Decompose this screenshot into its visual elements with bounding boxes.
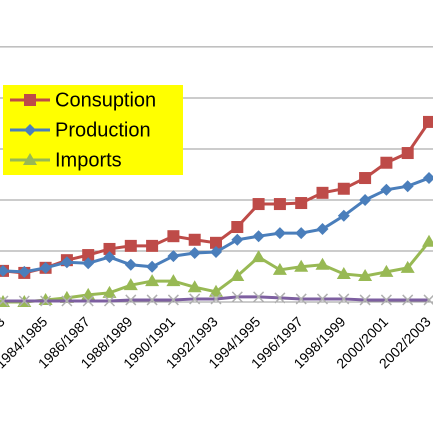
marker [337, 182, 350, 195]
marker [188, 247, 201, 260]
marker [24, 124, 36, 136]
marker [272, 262, 287, 275]
marker [40, 295, 52, 307]
marker [189, 293, 201, 305]
marker [316, 293, 329, 305]
marker [82, 295, 94, 307]
marker [210, 246, 222, 259]
marker [124, 239, 137, 252]
marker [125, 294, 137, 306]
marker [295, 293, 307, 305]
marker [251, 250, 266, 263]
marker [423, 115, 433, 128]
marker [401, 147, 414, 160]
marker [167, 294, 179, 306]
marker [423, 172, 433, 185]
marker [380, 156, 393, 169]
marker [210, 293, 222, 305]
marker [102, 285, 117, 298]
legend-label: Production [55, 119, 151, 141]
marker [166, 274, 181, 287]
marker [295, 227, 308, 240]
marker [295, 197, 308, 210]
marker [82, 249, 95, 262]
marker [358, 268, 373, 281]
marker [82, 257, 95, 270]
marker [60, 256, 73, 269]
marker [274, 292, 286, 304]
marker [0, 264, 9, 277]
marker [24, 94, 36, 106]
marker [146, 239, 159, 252]
marker [231, 221, 244, 234]
marker [379, 264, 394, 277]
marker [18, 295, 30, 307]
marker [231, 291, 243, 303]
marker [423, 294, 433, 306]
marker [23, 153, 37, 165]
marker [294, 259, 309, 272]
marker [103, 295, 116, 307]
marker [380, 183, 393, 196]
marker [39, 261, 52, 274]
marker [315, 257, 330, 270]
marker [380, 294, 392, 306]
marker [401, 180, 414, 193]
marker [273, 227, 286, 240]
marker [103, 242, 116, 255]
marker [103, 251, 116, 264]
marker [253, 291, 265, 303]
marker [0, 295, 9, 307]
marker [252, 198, 265, 211]
marker [273, 198, 286, 211]
marker [316, 223, 329, 236]
marker [336, 266, 351, 279]
marker [167, 250, 180, 263]
marker [359, 294, 371, 306]
marker [167, 230, 180, 243]
marker [124, 258, 137, 271]
marker [146, 294, 158, 306]
marker [146, 260, 159, 273]
marker [230, 268, 245, 281]
marker [231, 233, 244, 246]
marker [422, 234, 433, 247]
marker [209, 284, 223, 297]
marker [61, 295, 73, 307]
marker [187, 280, 202, 293]
marker [400, 260, 415, 273]
legend-label: Imports [55, 149, 122, 171]
marker [402, 294, 414, 306]
marker [210, 236, 222, 249]
marker [188, 233, 201, 246]
marker [337, 209, 350, 222]
marker [252, 230, 265, 243]
marker [316, 186, 329, 199]
marker [123, 278, 138, 291]
marker [359, 172, 372, 185]
marker [18, 265, 31, 278]
marker [338, 293, 350, 305]
marker [145, 274, 160, 287]
legend-label: Consuption [55, 89, 156, 111]
marker [359, 193, 372, 206]
